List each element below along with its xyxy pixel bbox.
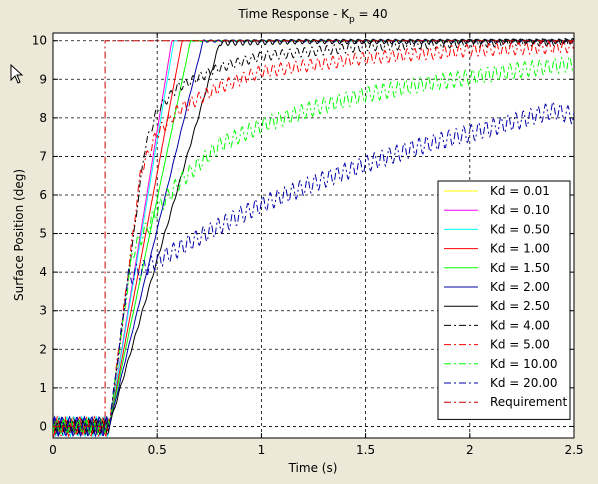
legend-entry-label: Kd = 2.00 xyxy=(490,280,550,294)
y-axis-label: Surface Position (deg) xyxy=(12,169,26,301)
mouse-pointer-icon xyxy=(10,64,24,84)
legend-box xyxy=(437,180,571,420)
x-axis-label: Time (s) xyxy=(288,461,338,475)
series-line xyxy=(53,40,574,427)
y-tick-label: 7 xyxy=(39,149,47,163)
series-lines xyxy=(53,37,574,438)
legend-entry-label: Kd = 0.01 xyxy=(490,184,550,198)
series-line xyxy=(53,38,574,434)
y-tick-label: 10 xyxy=(32,34,47,48)
axis-ticks: 0 0.5 1 1.5 2 2.5 0 1 2 3 4 5 6 7 8 9 10 xyxy=(32,33,584,457)
legend-entry-label: Kd = 2.50 xyxy=(490,299,550,313)
legend-entry-label: Kd = 0.50 xyxy=(490,222,550,236)
x-tick-label: 0 xyxy=(49,443,57,457)
legend-entry-label: Kd = 1.00 xyxy=(490,242,550,256)
x-tick-label: 2.5 xyxy=(564,443,583,457)
title-tail: = 40 xyxy=(355,7,388,21)
x-tick-label: 2 xyxy=(466,443,474,457)
y-tick-label: 8 xyxy=(39,111,47,125)
legend-entry-label: Kd = 1.50 xyxy=(490,261,550,275)
legend-entry-label: Kd = 10.00 xyxy=(490,357,558,371)
x-tick-label: 0.5 xyxy=(148,443,167,457)
y-tick-label: 2 xyxy=(39,342,47,356)
title-main: Time Response - K xyxy=(237,7,350,21)
x-tick-label: 1 xyxy=(258,443,266,457)
legend: Kd = 0.01 Kd = 0.10 Kd = 0.50 Kd = 1.00 Kd =… xyxy=(437,180,571,420)
y-tick-label: 9 xyxy=(39,72,47,86)
y-tick-label: 6 xyxy=(39,188,47,202)
x-tick-label: 1.5 xyxy=(356,443,375,457)
legend-entry-label: Requirement xyxy=(490,395,567,409)
legend-entry-label: Kd = 20.00 xyxy=(490,376,558,390)
legend-entry-label: Kd = 5.00 xyxy=(490,338,550,352)
legend-entry-label: Kd = 0.10 xyxy=(490,203,550,217)
y-tick-label: 3 xyxy=(39,304,47,318)
chart-title: Time Response - Kp = 40 xyxy=(237,7,387,25)
title-subscript: p xyxy=(349,15,355,25)
series-line xyxy=(53,39,574,438)
y-tick-label: 5 xyxy=(39,227,47,241)
y-tick-label: 4 xyxy=(39,265,47,279)
series-line xyxy=(53,37,574,436)
y-tick-label: 0 xyxy=(39,419,47,433)
y-tick-label: 1 xyxy=(39,381,47,395)
legend-entry-label: Kd = 4.00 xyxy=(490,318,550,332)
series-line xyxy=(53,55,574,434)
series-line xyxy=(53,100,574,436)
